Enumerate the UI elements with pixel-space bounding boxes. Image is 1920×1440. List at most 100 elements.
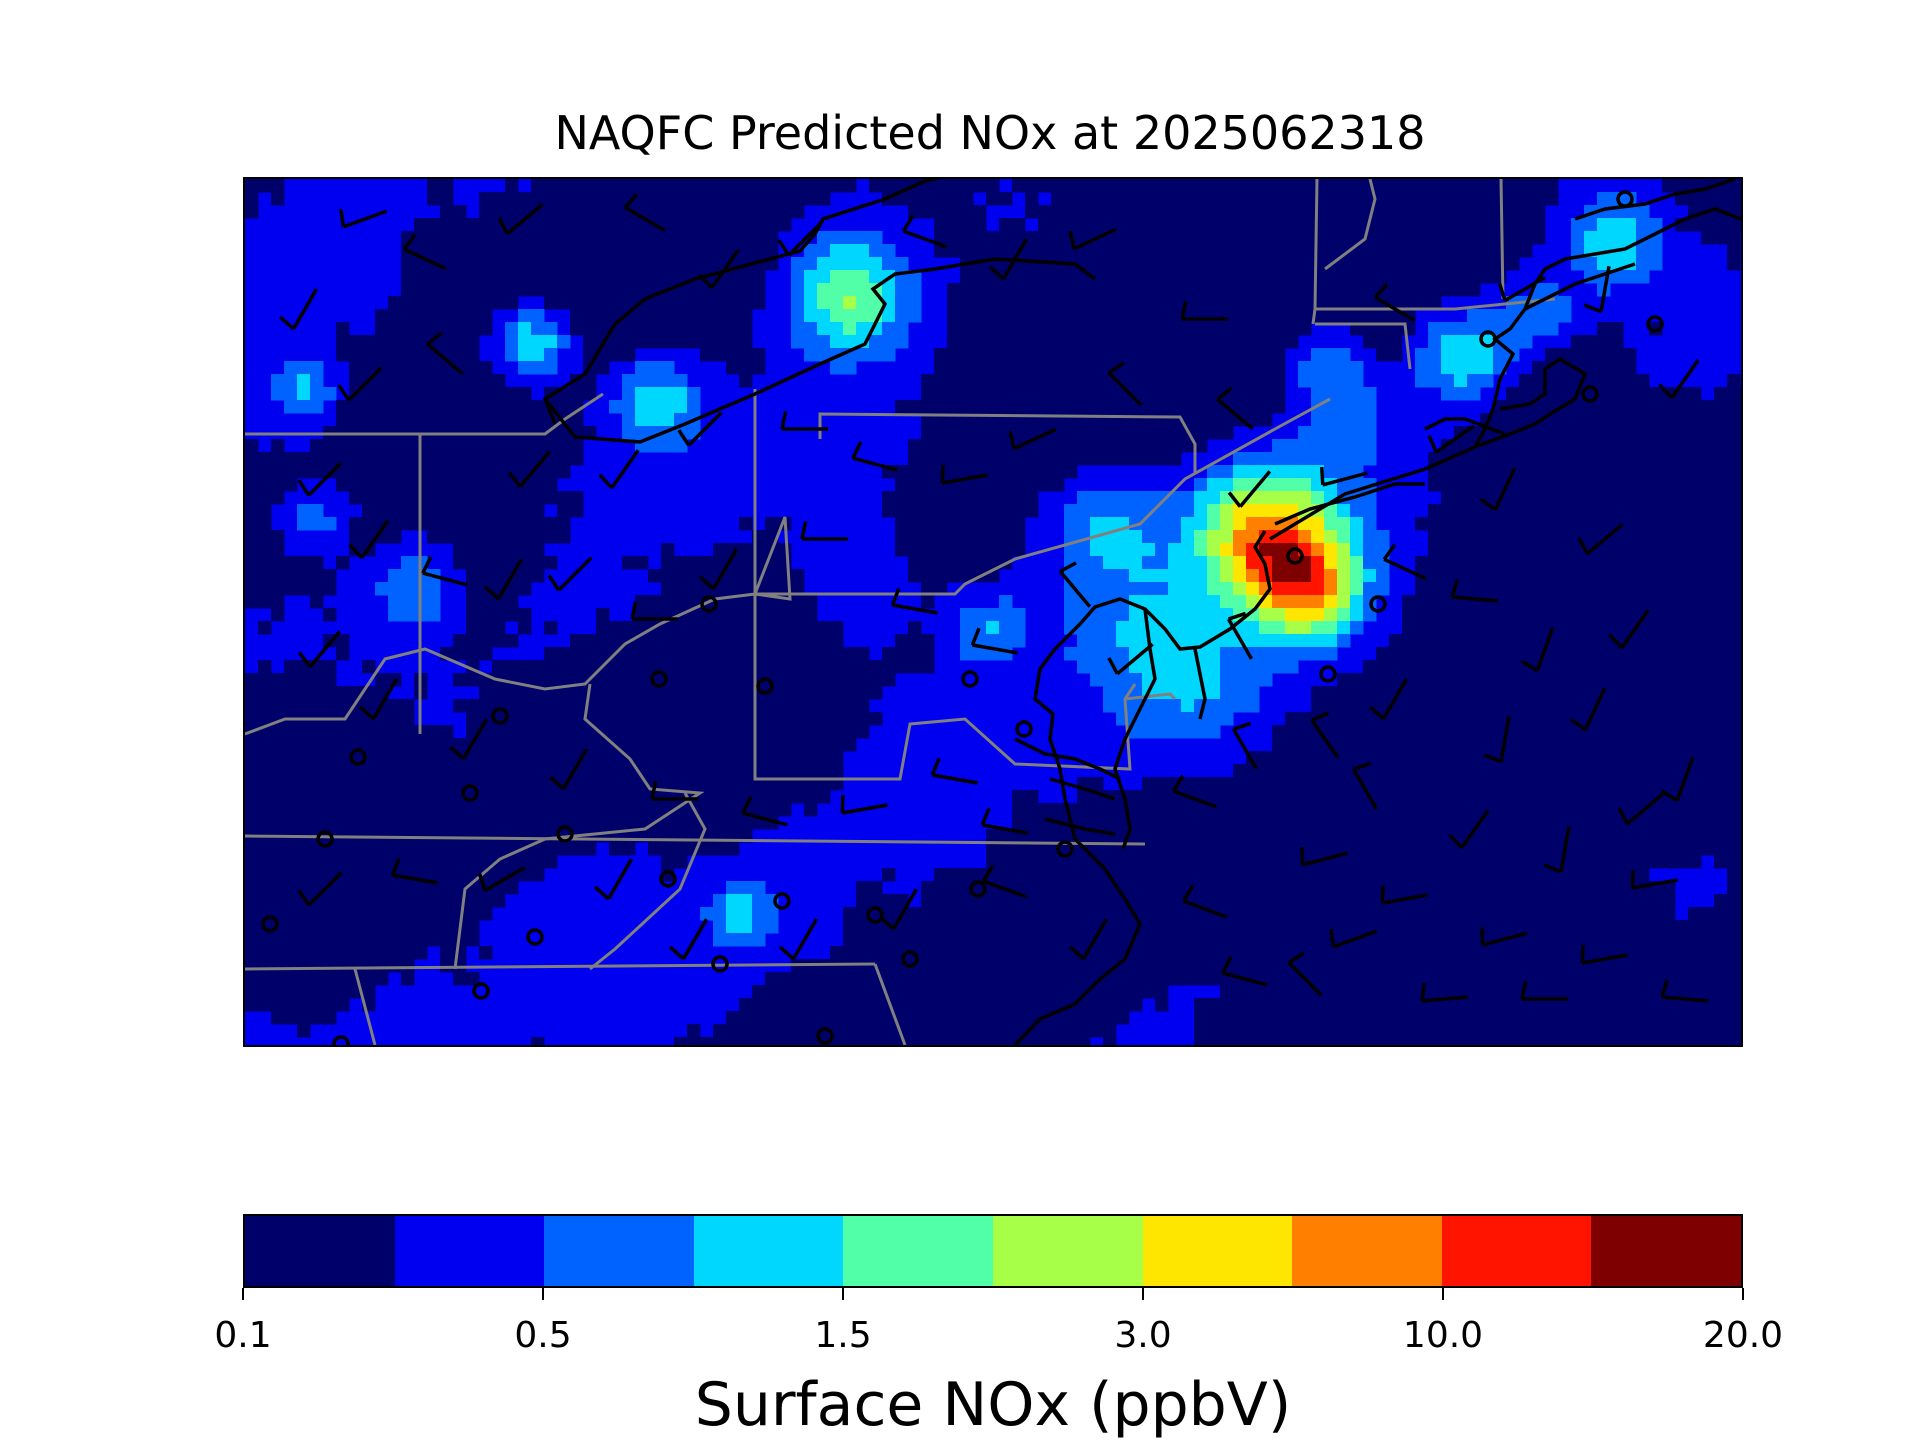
wind-barb [1368, 678, 1409, 721]
wind-barb [507, 450, 552, 488]
colorbar-segment [1142, 1216, 1293, 1286]
wind-barb [1543, 826, 1571, 874]
wind-barb [1660, 756, 1695, 803]
colorbar-segment [1292, 1216, 1442, 1286]
wind-barb [421, 556, 468, 587]
wind-barb [668, 918, 709, 961]
coastline [1269, 356, 1588, 541]
wind-barb [426, 331, 464, 376]
calm-marker [461, 784, 479, 802]
calm-marker [472, 982, 490, 1000]
colorbar-label: Surface NOx (ppbV) [694, 1370, 1292, 1440]
wind-barb [1577, 522, 1624, 556]
wind-barb [851, 441, 898, 472]
calm-marker [773, 892, 791, 910]
wind-barb [1310, 711, 1340, 759]
wind-barb [483, 558, 524, 601]
state-border [245, 834, 1146, 846]
wind-barb [1450, 579, 1499, 603]
calm-marker [659, 870, 677, 888]
calm-marker [1616, 190, 1634, 208]
coastline [1014, 737, 1121, 781]
calm-wind-markers [261, 190, 1664, 1045]
coastline [1473, 207, 1741, 448]
wind-barb [1617, 792, 1664, 826]
calm-marker [711, 955, 729, 973]
map-canvas [245, 179, 1741, 1045]
wind-barb [980, 807, 1028, 835]
calm-marker [1369, 595, 1387, 613]
wind-barb [1329, 928, 1378, 949]
colorbar-segment [693, 1216, 844, 1286]
wind-barb [630, 601, 678, 621]
wind-barb [800, 521, 848, 541]
coastline [924, 179, 942, 183]
wind-barb [890, 587, 938, 615]
wind-barb [1068, 918, 1109, 961]
coastline [1113, 608, 1157, 850]
state-border [589, 792, 707, 971]
wind-barb [1382, 543, 1427, 581]
colorbar-tick-label: 3.0 [1114, 1315, 1172, 1356]
wind-barb [278, 288, 319, 331]
calm-marker [866, 906, 884, 924]
state-border [420, 392, 604, 436]
colorbar [243, 1214, 1743, 1288]
colorbar-tick-label: 1.5 [814, 1315, 872, 1356]
colorbar-segment [394, 1216, 545, 1286]
wind-barb [1580, 944, 1628, 965]
wind-barb [988, 238, 1029, 281]
wind-barb [593, 858, 634, 901]
wind-barb [297, 461, 343, 497]
wind-barb [1287, 951, 1323, 997]
wind-barb [698, 548, 739, 591]
coastline [1044, 817, 1116, 836]
wind-barb [1480, 926, 1528, 947]
wind-barb [297, 630, 342, 668]
coastline [1274, 482, 1425, 526]
wind-barb [1420, 982, 1469, 1003]
coastline [1193, 648, 1207, 720]
wind-barb [1583, 266, 1611, 314]
wind-barb [1569, 687, 1607, 732]
state-border [873, 963, 907, 1045]
colorbar-segment [1591, 1216, 1741, 1286]
state-border [1311, 297, 1556, 325]
calm-marker [491, 707, 509, 725]
wind-barb [477, 865, 526, 893]
wind-barb [402, 233, 447, 271]
calm-marker [1581, 385, 1599, 403]
wind-barb [698, 249, 740, 290]
wind-barb [1380, 884, 1428, 905]
state-border [1499, 179, 1505, 300]
map-title: NAQFC Predicted NOx at 2025062318 [554, 106, 1426, 160]
wind-barb [840, 794, 888, 815]
state-border [755, 397, 1331, 596]
coastline [543, 257, 1097, 444]
wind-barb [548, 748, 589, 791]
calm-marker [969, 880, 987, 898]
calm-marker [816, 1027, 834, 1045]
colorbar-tick-label: 0.1 [214, 1315, 272, 1356]
wind-barbs [278, 192, 1709, 1003]
coastline [1524, 262, 1636, 311]
wind-barb [1608, 609, 1650, 650]
wind-barb [1520, 626, 1555, 673]
calm-marker [756, 677, 774, 695]
wind-barb [741, 796, 788, 827]
wind-barb [777, 221, 823, 257]
wind-barb [348, 519, 390, 560]
state-border [453, 683, 705, 970]
calm-marker [1056, 840, 1074, 858]
wind-barb [1231, 721, 1259, 770]
wind-barb [1171, 774, 1218, 809]
colorbar-tick [1142, 1288, 1144, 1300]
colorbar-segment [843, 1216, 993, 1286]
wind-barb [1373, 282, 1416, 323]
colorbar-segment [544, 1216, 694, 1286]
colorbar-segment [245, 1216, 395, 1286]
wind-barb [1497, 275, 1546, 303]
nox-concentration-field [245, 179, 1741, 1045]
coastlines [542, 179, 1741, 1045]
colorbar-tick-label: 20.0 [1702, 1315, 1784, 1356]
